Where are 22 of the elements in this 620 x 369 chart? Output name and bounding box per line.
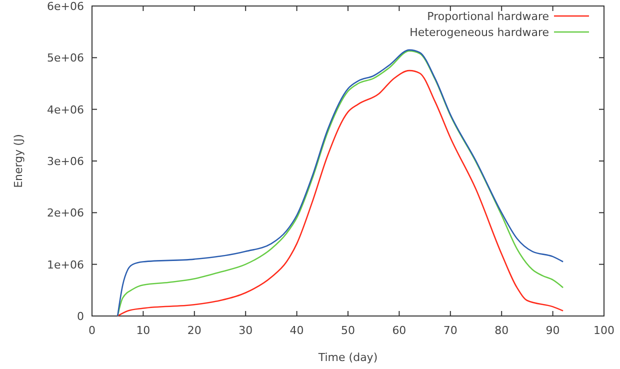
x-tick-label: 0 <box>88 324 96 337</box>
x-tick-label: 10 <box>136 324 150 337</box>
legend-label: Heterogeneous hardware <box>410 26 550 39</box>
y-tick-label: 0 <box>77 310 84 323</box>
y-tick-label: 2e+06 <box>47 206 84 220</box>
legend-label: Proportional hardware <box>427 10 550 23</box>
y-tick-label: 1e+06 <box>47 258 84 272</box>
x-tick-label: 20 <box>187 324 202 337</box>
x-tick-label: 70 <box>443 324 458 337</box>
x-tick-label: 80 <box>494 324 509 337</box>
x-tick-label: 100 <box>594 324 614 337</box>
y-tick-label: 6e+06 <box>47 0 84 13</box>
x-tick-label: 50 <box>341 324 355 337</box>
x-tick-label: 40 <box>290 324 304 337</box>
x-axis-title: Time (day) <box>317 351 378 364</box>
x-tick-label: 60 <box>392 324 406 337</box>
x-tick-label: 90 <box>546 324 560 337</box>
y-tick-label: 4e+06 <box>47 103 84 116</box>
x-tick-label: 30 <box>238 324 253 337</box>
y-axis-title: Energy (J) <box>12 134 25 188</box>
y-tick-label: 5e+06 <box>47 52 84 65</box>
y-tick-label: 3e+06 <box>47 155 84 168</box>
